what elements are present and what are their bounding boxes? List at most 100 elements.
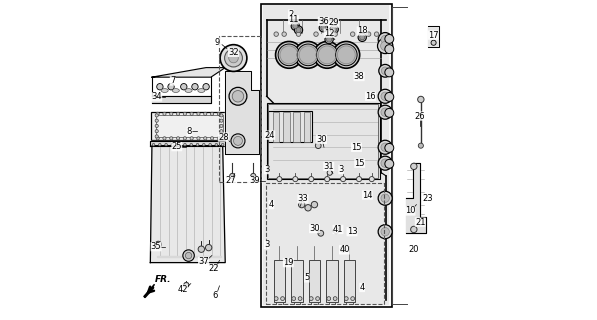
Polygon shape — [429, 26, 439, 47]
Polygon shape — [150, 146, 225, 263]
Text: 31: 31 — [324, 162, 334, 171]
Circle shape — [377, 38, 393, 53]
Polygon shape — [405, 163, 426, 233]
Circle shape — [291, 22, 300, 30]
Circle shape — [381, 159, 389, 167]
Circle shape — [197, 112, 200, 116]
Circle shape — [204, 137, 207, 140]
Text: 18: 18 — [357, 27, 368, 36]
Ellipse shape — [198, 89, 205, 92]
Text: 8: 8 — [187, 127, 192, 136]
Circle shape — [170, 112, 173, 116]
Circle shape — [217, 137, 220, 140]
Circle shape — [378, 89, 392, 103]
Circle shape — [209, 143, 211, 146]
Text: 14: 14 — [362, 190, 373, 200]
Text: 10: 10 — [405, 206, 416, 215]
Circle shape — [378, 140, 392, 154]
Text: 13: 13 — [347, 227, 358, 236]
Circle shape — [202, 143, 205, 146]
Text: 3: 3 — [264, 240, 269, 249]
Ellipse shape — [161, 89, 168, 92]
Circle shape — [251, 173, 256, 179]
Circle shape — [220, 130, 223, 133]
Text: 23: 23 — [423, 194, 433, 204]
Text: 7: 7 — [170, 76, 176, 85]
Circle shape — [297, 44, 319, 66]
Circle shape — [186, 252, 192, 259]
Circle shape — [155, 135, 158, 138]
Polygon shape — [144, 284, 155, 298]
Circle shape — [181, 84, 187, 90]
Circle shape — [380, 41, 390, 51]
Polygon shape — [150, 141, 225, 146]
Circle shape — [233, 136, 242, 145]
Circle shape — [281, 297, 285, 300]
Circle shape — [276, 42, 302, 68]
Circle shape — [183, 137, 186, 140]
Bar — [263, 5, 389, 305]
Circle shape — [418, 143, 423, 148]
Bar — [273, 260, 285, 302]
Text: 42: 42 — [177, 284, 188, 293]
Circle shape — [221, 143, 224, 146]
Text: 2: 2 — [288, 10, 294, 19]
Circle shape — [198, 246, 205, 252]
Circle shape — [165, 143, 167, 146]
Circle shape — [351, 297, 355, 300]
Bar — [267, 111, 312, 142]
Circle shape — [296, 28, 301, 33]
Circle shape — [277, 177, 282, 182]
Text: 6: 6 — [213, 291, 218, 300]
Circle shape — [211, 112, 214, 116]
Circle shape — [314, 42, 340, 68]
Circle shape — [296, 32, 301, 36]
Circle shape — [316, 297, 319, 300]
Circle shape — [220, 135, 223, 138]
Circle shape — [321, 25, 326, 30]
Text: 20: 20 — [408, 245, 419, 254]
Circle shape — [378, 191, 392, 205]
Bar — [268, 104, 378, 178]
Circle shape — [293, 177, 298, 182]
Bar — [291, 260, 303, 302]
Circle shape — [385, 68, 394, 77]
Text: 30: 30 — [316, 135, 327, 144]
Polygon shape — [157, 256, 221, 257]
Text: 27: 27 — [225, 176, 236, 185]
Text: 22: 22 — [208, 264, 219, 274]
Circle shape — [358, 33, 367, 42]
Circle shape — [220, 124, 223, 127]
Circle shape — [215, 143, 218, 146]
Text: FR.: FR. — [155, 275, 171, 284]
Bar — [267, 103, 380, 179]
Circle shape — [381, 108, 389, 116]
Circle shape — [229, 53, 238, 63]
Circle shape — [155, 114, 158, 117]
Circle shape — [190, 137, 193, 140]
Circle shape — [381, 143, 389, 151]
Text: 11: 11 — [288, 15, 298, 24]
Circle shape — [309, 177, 314, 182]
Text: 33: 33 — [297, 194, 308, 204]
Circle shape — [309, 297, 313, 300]
Text: 4: 4 — [359, 283, 365, 292]
Circle shape — [344, 297, 348, 300]
Bar — [309, 260, 320, 302]
Circle shape — [356, 177, 362, 182]
Circle shape — [211, 137, 214, 140]
Circle shape — [411, 163, 417, 170]
Circle shape — [367, 32, 371, 36]
Circle shape — [204, 112, 207, 116]
Circle shape — [184, 282, 189, 287]
Circle shape — [327, 170, 333, 175]
Circle shape — [411, 226, 417, 233]
Circle shape — [350, 32, 355, 36]
Circle shape — [336, 44, 357, 66]
Text: 30: 30 — [309, 224, 320, 233]
Circle shape — [274, 297, 278, 300]
Circle shape — [217, 112, 220, 116]
Circle shape — [152, 143, 155, 146]
Circle shape — [155, 124, 158, 127]
Circle shape — [378, 156, 392, 170]
